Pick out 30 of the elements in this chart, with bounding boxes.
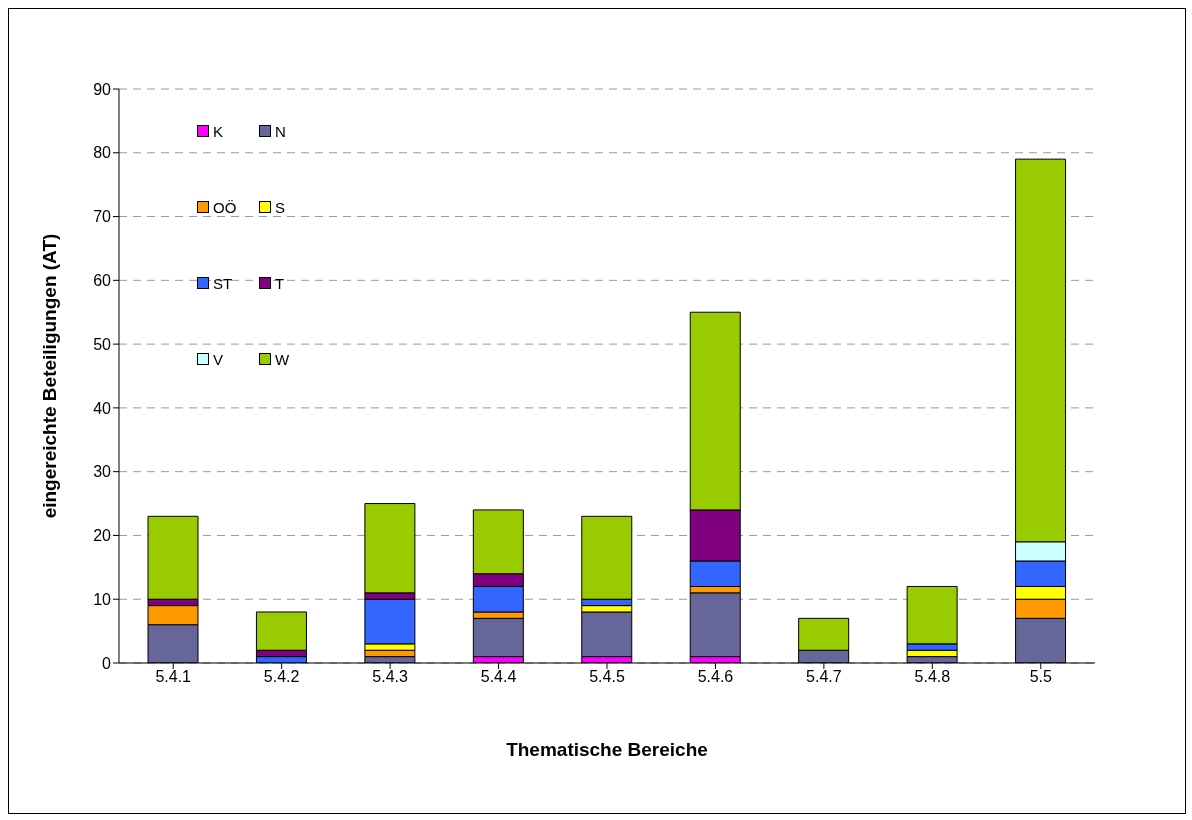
x-tick-label: 5.4.6 [697,668,734,686]
legend-label: T [275,274,285,292]
legend-label: S [275,198,286,216]
legend-label: K [213,122,224,140]
y-tick-label: 0 [102,654,112,672]
y-tick-label: 20 [93,527,112,545]
y-tick-label: 60 [93,272,112,290]
x-tick-label: 5.4.2 [263,668,300,686]
legend-label: N [275,122,286,140]
x-tick-label: 5.4.3 [372,668,408,686]
y-tick-label: 10 [93,590,112,608]
bar [472,617,524,658]
y-tick-label: 70 [93,208,112,226]
y-axis-title: eingereichte Beteiligungen (AT) [38,233,60,519]
legend-label: W [275,350,290,368]
y-tick-label: 50 [93,335,112,353]
x-tick-label: 5.4.4 [480,668,517,686]
x-tick-label: 5.4.1 [155,668,192,686]
y-tick-label: 80 [93,144,112,162]
legend-label: ST [213,274,233,292]
y-tick-label: 90 [93,80,112,98]
y-tick-label: 40 [93,399,112,417]
x-tick-label: 5.4.5 [589,668,625,686]
x-tick-label: 5.4.8 [914,668,951,686]
y-tick-label: 30 [93,463,112,481]
x-tick-label: 5.4.7 [806,668,842,686]
legend-label: OÖ [213,198,237,216]
legend-label: V [213,350,224,368]
x-tick-label: 5.5 [1029,668,1052,686]
x-axis-title: Thematische Bereiche [506,739,708,761]
